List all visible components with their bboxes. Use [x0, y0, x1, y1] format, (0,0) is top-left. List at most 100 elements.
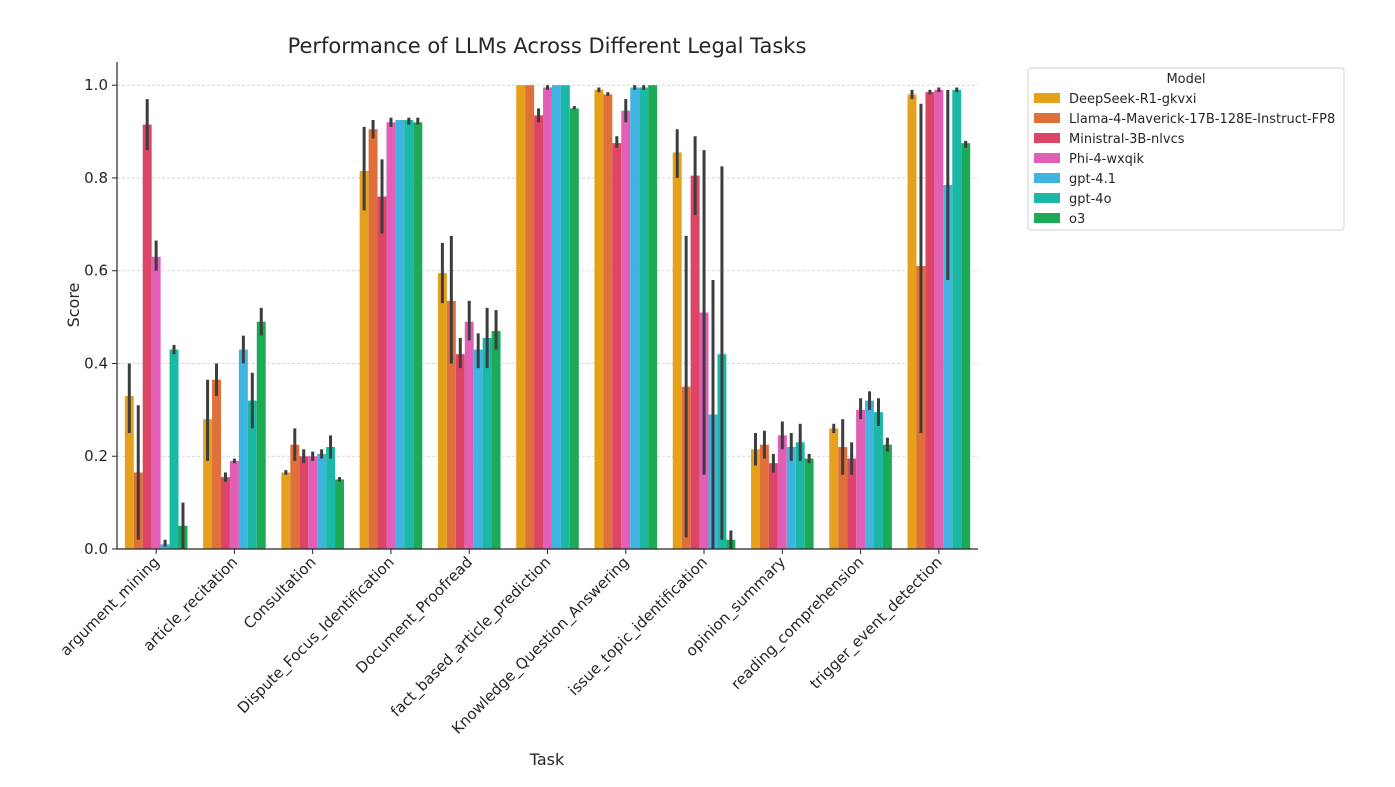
bar: [142, 124, 152, 549]
bar: [569, 108, 579, 549]
bar: [395, 119, 405, 549]
x-tick-label: issue_topic_identification: [565, 553, 712, 700]
x-axis-label: Task: [529, 750, 565, 769]
bar: [856, 409, 866, 549]
bar: [169, 349, 179, 549]
bar: [377, 196, 387, 549]
bar: [446, 300, 456, 549]
x-tick-label: fact_based_article_prediction: [387, 553, 555, 721]
bar: [543, 87, 552, 549]
bar: [594, 89, 604, 549]
bar: [491, 331, 501, 549]
bar: [847, 458, 857, 549]
x-tick-label: Dispute_Focus_Identification: [234, 553, 399, 718]
bar: [838, 446, 848, 549]
bar: [952, 89, 962, 549]
bar: [560, 85, 570, 549]
bar: [882, 444, 892, 549]
bar: [907, 94, 917, 549]
bar: [829, 428, 839, 549]
legend-title: Model: [1166, 72, 1205, 87]
legend-label: Phi-4-wxqik: [1069, 152, 1145, 167]
bar: [124, 395, 134, 549]
bar: [220, 477, 230, 549]
bar: [648, 85, 658, 549]
bar: [212, 379, 221, 549]
bar: [630, 87, 640, 549]
bar: [804, 458, 814, 549]
bar: [151, 256, 161, 549]
legend-box: [1027, 67, 1345, 231]
bar: [308, 456, 318, 549]
y-tick-label: 0.0: [84, 540, 108, 558]
bar: [925, 92, 935, 550]
bar: [525, 85, 535, 549]
bar: [865, 400, 875, 549]
bar: [317, 453, 327, 549]
bar: [961, 143, 971, 549]
bar: [238, 349, 248, 549]
y-tick-label: 0.8: [84, 169, 108, 187]
legend-label: gpt-4o: [1069, 192, 1112, 207]
bar: [612, 143, 622, 549]
bar: [621, 110, 631, 549]
bar: [874, 412, 883, 549]
bar: [759, 444, 769, 549]
legend-label: gpt-4.1: [1069, 172, 1116, 187]
legend-swatch: [1034, 193, 1060, 203]
y-tick-label: 0.4: [84, 354, 108, 372]
bar: [290, 444, 300, 549]
y-tick-label: 0.2: [84, 447, 108, 465]
bar: [404, 119, 414, 549]
bar: [777, 435, 787, 549]
bar: [335, 479, 344, 549]
legend-label: o3: [1069, 212, 1085, 227]
bar: [299, 456, 309, 549]
bar: [672, 152, 682, 549]
legend-label: Llama-4-Maverick-17B-128E-Instruct-FP8: [1069, 112, 1335, 127]
legend-swatch: [1034, 213, 1060, 223]
bar: [455, 354, 465, 549]
bar: [464, 321, 474, 549]
bar: [247, 400, 257, 549]
x-tick-label: trigger_event_detection: [806, 553, 946, 693]
legend-label: Ministral-3B-nlvcs: [1069, 132, 1185, 147]
bar: [943, 184, 953, 549]
legend-swatch: [1034, 153, 1060, 163]
bar: [482, 337, 492, 549]
legend-swatch: [1034, 113, 1060, 123]
legend-swatch: [1034, 93, 1060, 103]
bar: [281, 472, 291, 549]
bar: [639, 87, 649, 549]
bar: [516, 85, 526, 549]
bar: [751, 449, 760, 549]
bar: [326, 446, 336, 549]
bar: [437, 273, 447, 549]
chart-title: Performance of LLMs Across Different Leg…: [288, 34, 807, 58]
y-tick-label: 0.6: [84, 262, 108, 280]
bar: [690, 175, 700, 549]
bar: [473, 349, 483, 549]
y-axis-label: Score: [64, 283, 83, 328]
bar: [534, 115, 544, 549]
bar: [603, 94, 613, 549]
bar: [386, 122, 396, 550]
legend-swatch: [1034, 133, 1060, 143]
x-tick-label: reading_comprehension: [727, 553, 868, 694]
legend-swatch: [1034, 173, 1060, 183]
bar: [786, 446, 796, 549]
legend-label: DeepSeek-R1-gkvxi: [1069, 92, 1197, 107]
bar: [203, 419, 213, 549]
bar: [413, 122, 423, 550]
y-tick-label: 1.0: [84, 76, 108, 94]
bar: [359, 170, 369, 549]
x-tick-label: Consultation: [240, 553, 320, 633]
bar: [551, 85, 561, 549]
bar: [229, 460, 239, 549]
bar: [934, 89, 944, 549]
bar: [368, 129, 378, 549]
bar: [256, 321, 266, 549]
bar: [768, 463, 778, 549]
